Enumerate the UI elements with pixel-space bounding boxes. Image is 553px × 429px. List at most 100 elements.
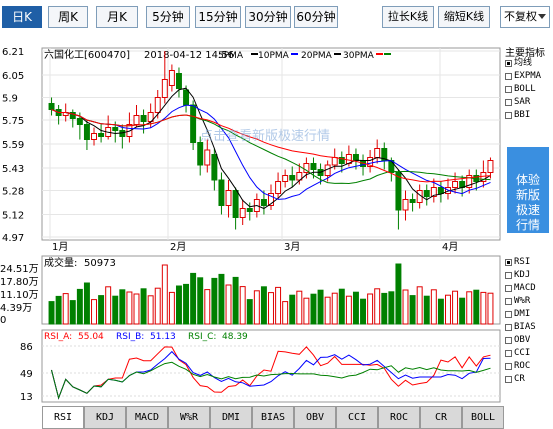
volume-bar xyxy=(402,289,409,325)
tab-cci[interactable]: CCI xyxy=(336,406,378,429)
candle-body xyxy=(395,172,402,211)
tab-dmi[interactable]: DMI xyxy=(210,406,252,429)
candle-body xyxy=(48,103,55,110)
main-indicator-bbi[interactable]: BBI xyxy=(505,109,553,122)
ad-line: 极速 xyxy=(515,203,540,217)
checkbox-icon[interactable] xyxy=(505,73,512,80)
sub-indicator-dmi[interactable]: DMI xyxy=(505,308,553,321)
volume-bar xyxy=(324,296,331,325)
sub-indicator-kdj[interactable]: KDJ xyxy=(505,269,553,282)
tab-obv[interactable]: OBV xyxy=(294,406,336,429)
candle-body xyxy=(487,160,494,173)
sub-indicator-obv[interactable]: OBV xyxy=(505,334,553,347)
volume-bar xyxy=(473,289,480,325)
lengthen-k-button[interactable]: 拉长K线 xyxy=(382,6,434,28)
tab-macd[interactable]: MACD xyxy=(126,406,168,429)
volume-bar xyxy=(91,299,97,325)
volume-bar xyxy=(62,293,69,325)
candle-body xyxy=(161,79,168,98)
checkbox-icon[interactable] xyxy=(505,298,512,305)
volume-bar xyxy=(48,301,55,325)
rsi-c-label: RSI_C: xyxy=(188,332,216,342)
sub-indicator-bias[interactable]: BIAS xyxy=(505,321,553,334)
volume-bar xyxy=(409,295,416,325)
volume-bar xyxy=(466,291,473,325)
indicator-label: SAR xyxy=(514,97,531,107)
checkbox-icon[interactable] xyxy=(505,324,512,331)
sub-indicator-cr[interactable]: CR xyxy=(505,373,553,386)
tab-30min[interactable]: 30分钟 xyxy=(245,6,291,28)
indicator-label: OBV xyxy=(514,335,531,345)
checkbox-icon[interactable] xyxy=(505,376,512,383)
checkbox-icon[interactable] xyxy=(505,60,512,67)
tab-cr[interactable]: CR xyxy=(420,406,462,429)
tab-wr[interactable]: W%R xyxy=(168,406,210,429)
candle-body xyxy=(466,175,473,188)
indicator-label: KDJ xyxy=(514,270,531,280)
tab-rsi[interactable]: RSI xyxy=(42,406,84,429)
candle-body xyxy=(69,112,76,119)
volume-bar xyxy=(147,295,154,325)
volume-bar xyxy=(98,295,105,325)
volume-bar xyxy=(183,283,190,325)
sub-indicator-wr[interactable]: W%R xyxy=(505,295,553,308)
checkbox-icon[interactable] xyxy=(505,311,512,318)
checkbox-icon[interactable] xyxy=(505,350,512,357)
sub-indicator-rsi[interactable]: RSI xyxy=(505,256,553,269)
volume-bar xyxy=(360,298,367,325)
tab-5min[interactable]: 5分钟 xyxy=(146,6,190,28)
adjust-select[interactable]: 不复权 xyxy=(500,6,550,28)
checkbox-icon[interactable] xyxy=(505,272,512,279)
volume-bar xyxy=(303,297,310,325)
shorten-k-button[interactable]: 缩短K线 xyxy=(438,6,490,28)
volume-bar xyxy=(197,277,204,325)
y-tick-label: 5.43 xyxy=(2,164,24,175)
volume-bar xyxy=(452,290,459,325)
tab-day-k[interactable]: 日K xyxy=(2,6,42,28)
datetime-label: 2018-04-12 14:56 xyxy=(144,50,234,61)
rsi-b-label: RSI_B: xyxy=(116,332,144,342)
main-indicator-boll[interactable]: BOLL xyxy=(505,83,553,96)
sub-indicator-macd[interactable]: MACD xyxy=(505,282,553,295)
tab-roc[interactable]: ROC xyxy=(378,406,420,429)
tab-60min[interactable]: 60分钟 xyxy=(294,6,338,28)
candle-body xyxy=(260,199,267,206)
main-indicator-sar[interactable]: SAR xyxy=(505,96,553,109)
tab-bias[interactable]: BIAS xyxy=(252,406,294,429)
checkbox-icon[interactable] xyxy=(505,337,512,344)
checkbox-icon[interactable] xyxy=(505,285,512,292)
volume-bar xyxy=(430,289,437,325)
candle-body xyxy=(154,97,161,113)
tab-boll[interactable]: BOLL xyxy=(462,406,504,429)
volume-bar xyxy=(416,286,423,325)
checkbox-icon[interactable] xyxy=(505,86,512,93)
candle-body xyxy=(367,157,374,167)
sub-indicator-cci[interactable]: CCI xyxy=(505,347,553,360)
volume-bar xyxy=(140,288,147,325)
checkbox-icon[interactable] xyxy=(505,363,512,370)
checkbox-icon[interactable] xyxy=(505,112,512,119)
sub-indicator-roc[interactable]: ROC xyxy=(505,360,553,373)
volume-bar xyxy=(289,294,296,325)
checkbox-icon[interactable] xyxy=(505,99,512,106)
main-indicator-[interactable]: 均线 xyxy=(505,57,553,70)
volume-tick-label: 17.80万 xyxy=(0,277,39,288)
main-indicator-expma[interactable]: EXPMA xyxy=(505,70,553,83)
tab-15min[interactable]: 15分钟 xyxy=(195,6,241,28)
volume-bar xyxy=(69,300,76,325)
tab-kdj[interactable]: KDJ xyxy=(84,406,126,429)
chart-area[interactable]: 6.21 6.05 5.9 5.75 5.59 5.43 5.28 5.12 4.97 1月 2月 3… xyxy=(0,40,502,410)
volume-bar xyxy=(445,294,451,325)
new-version-ad[interactable]: 体验 新版 极速 行情 xyxy=(507,147,549,233)
ma-label: 10PMA xyxy=(258,51,290,61)
volume-bar xyxy=(268,292,274,325)
volume-bar xyxy=(437,298,444,325)
candle-body xyxy=(126,124,133,137)
checkbox-icon[interactable] xyxy=(505,259,512,266)
candle-body xyxy=(275,181,282,194)
indicator-label: EXPMA xyxy=(514,71,542,81)
ad-line: 新版 xyxy=(515,188,540,202)
tab-week-k[interactable]: 周K xyxy=(48,6,88,28)
tab-month-k[interactable]: 月K xyxy=(96,6,138,28)
volume-bar xyxy=(310,293,317,325)
